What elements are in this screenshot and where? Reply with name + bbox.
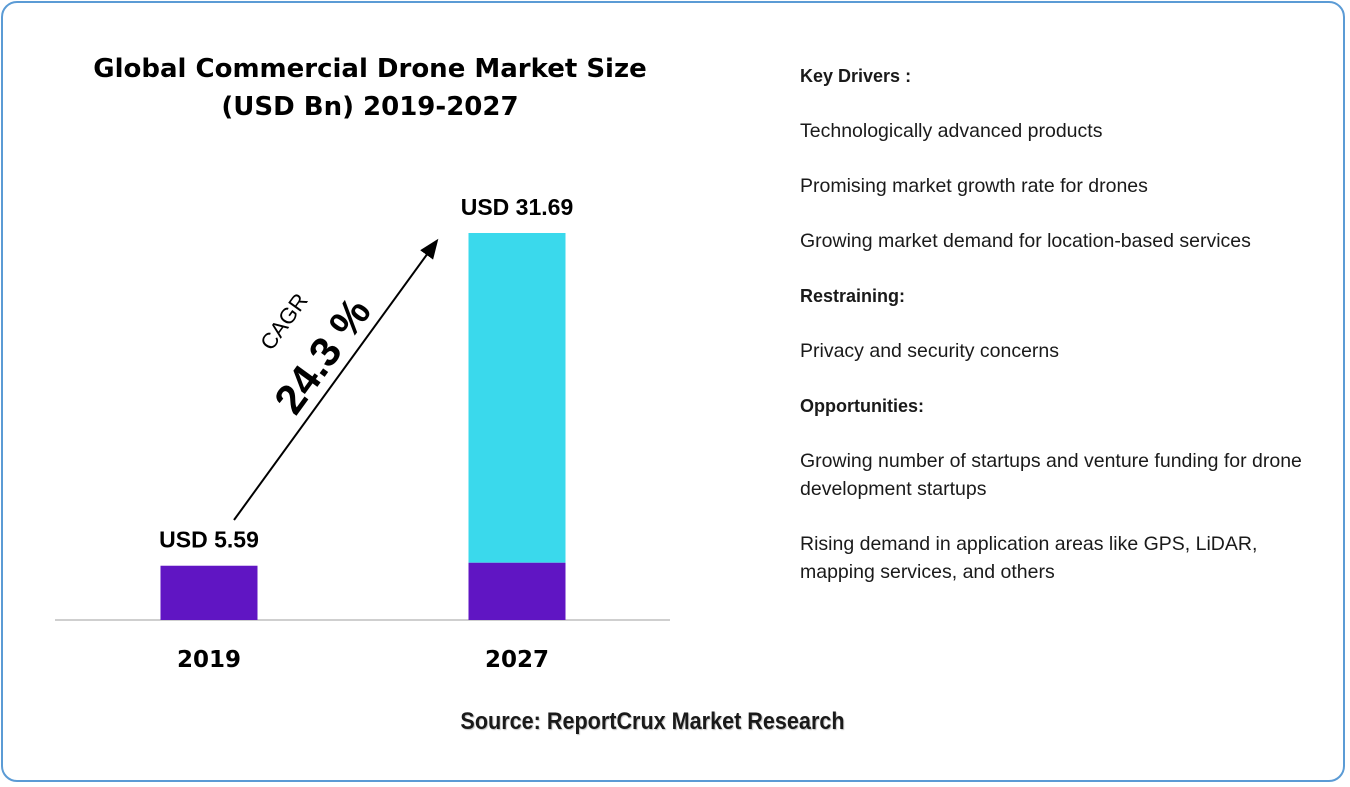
bar-value-label: USD 31.69 <box>461 194 574 220</box>
panel-heading: Key Drivers : <box>800 66 912 86</box>
panel-heading: Restraining: <box>800 286 906 306</box>
panel-heading: Opportunities: <box>800 396 924 416</box>
panel-item: Growing market demand for location-based… <box>800 230 1251 252</box>
panel-item: Growing number of startups and venture f… <box>800 450 1302 500</box>
panel-item: Promising market growth rate for drones <box>800 175 1148 197</box>
x-tick-label: 2019 <box>177 647 241 673</box>
bar-2019 <box>160 565 258 620</box>
chart-title: Global Commercial Drone Market Size (USD… <box>93 54 647 122</box>
source-note: Source: ReportCrux Market Research <box>460 708 845 735</box>
panel-item: Technologically advanced products <box>800 120 1103 142</box>
bar-2027-base-segment <box>468 562 566 620</box>
cagr-arrow <box>233 238 439 521</box>
panel-item: Rising demand in application areas like … <box>800 533 1258 583</box>
x-tick-label: 2027 <box>485 647 549 673</box>
panel-item: Privacy and security concerns <box>800 340 1060 362</box>
bar-2027-growth-segment <box>468 232 566 563</box>
market-factors-panel: Key Drivers : Technologically advanced pr… <box>800 62 1320 613</box>
bar-value-label: USD 5.59 <box>159 527 259 553</box>
